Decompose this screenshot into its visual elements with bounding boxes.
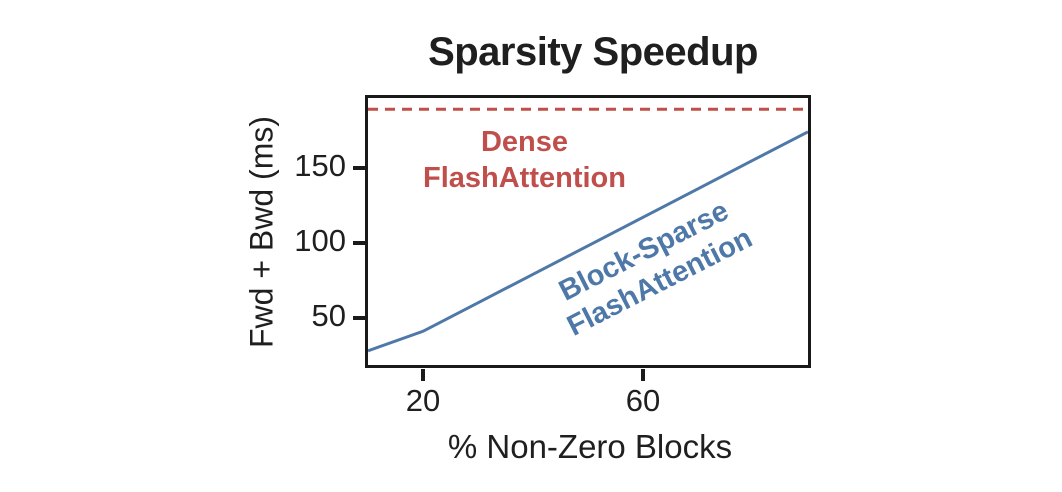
dense-flashattention-annotation: Dense FlashAttention (423, 124, 626, 197)
y-tick-label: 50 (311, 297, 346, 333)
plot-svg (367, 107, 808, 352)
x-tick-label: 20 (405, 382, 441, 418)
y-tick-label: 150 (294, 147, 346, 183)
dense-annotation-line2: FlashAttention (423, 161, 626, 194)
y-tick-mark (352, 315, 365, 320)
y-tick-mark (352, 240, 365, 245)
block-sparse-flashattention-line (367, 129, 808, 352)
x-tick-label: 60 (625, 382, 661, 418)
x-axis-label: % Non-Zero Blocks (447, 428, 733, 465)
chart-title: Sparsity Speedup (428, 30, 758, 74)
y-tick-mark (352, 165, 365, 170)
plot-area: Dense FlashAttention Block-Sparse FlashA… (364, 94, 811, 368)
dense-annotation-line1: Dense (480, 125, 569, 158)
x-tick-mark (641, 368, 645, 381)
y-tick-label: 100 (294, 222, 346, 258)
x-tick-mark (421, 368, 425, 381)
